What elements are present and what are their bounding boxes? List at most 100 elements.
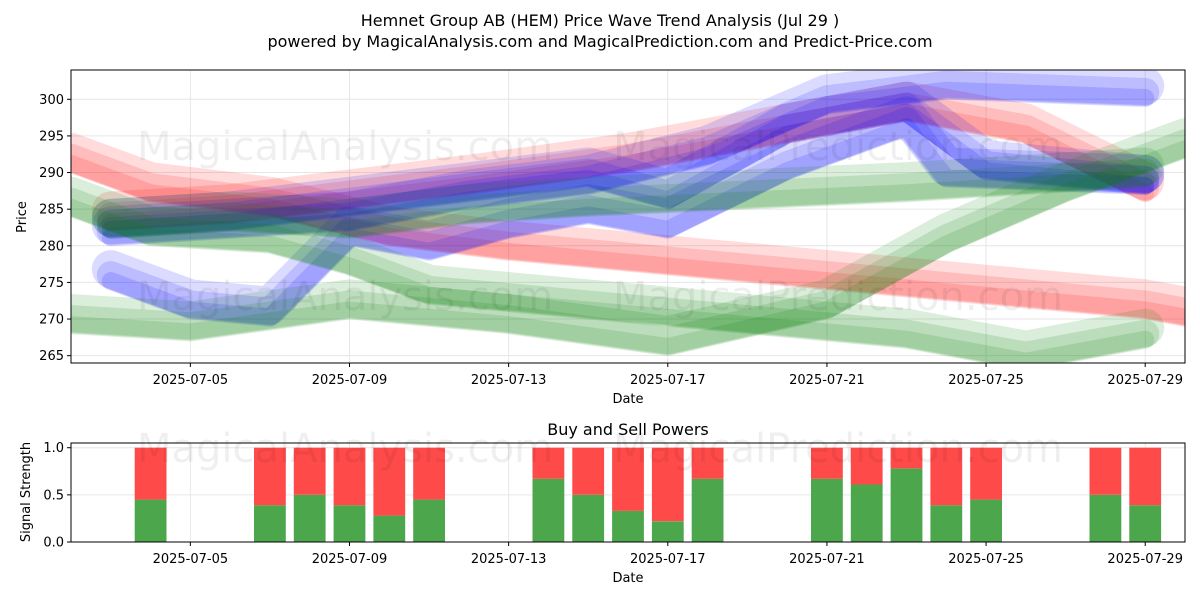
price-wave-band-0 (71, 143, 1185, 326)
buy-power-bar (691, 478, 724, 542)
watermark-prediction-bottom: MagicalPrediction.com (613, 426, 1063, 472)
signal-x-axis-label: Date (612, 571, 643, 586)
figure-subtitle: powered by MagicalAnalysis.com and Magic… (267, 32, 932, 51)
watermark-prediction-top: MagicalPrediction.com (613, 124, 1063, 170)
buy-power-bar (890, 468, 923, 542)
price-y-tick-label: 270 (39, 313, 64, 328)
price-axis-ticks: 265 270 275 280 285 290 295 300 2025-07-05 2025-0… (39, 93, 1183, 388)
price-wave-band-3 (101, 118, 1155, 327)
signal-y-axis-label: Signal Strength (19, 442, 34, 542)
price-wave-band-2 (101, 103, 1155, 239)
buy-power-bar (134, 499, 167, 542)
buy-power-bar (373, 515, 406, 542)
price-wave-band-7 (96, 158, 1160, 238)
price-wave-band-1 (101, 103, 1155, 232)
sell-power-bar (691, 447, 724, 479)
buy-power-bar (572, 494, 605, 542)
buy-power-bar (333, 505, 366, 542)
price-wave-band-7 (101, 169, 1155, 239)
price-y-tick-label: 280 (39, 239, 64, 254)
sell-power-bar (930, 447, 963, 506)
signal-x-tick-label: 2025-07-29 (1107, 552, 1183, 567)
sell-power-bar (413, 447, 445, 500)
price-x-tick-label: 2025-07-05 (153, 373, 229, 388)
watermark-analysis-mid: MagicalAnalysis.com (137, 274, 553, 320)
price-y-tick-label: 265 (39, 349, 64, 364)
buy-sell-power-chart: Buy and Sell Powers MagicalAnalysis.com … (19, 420, 1186, 586)
price-wave-band-4 (91, 70, 1165, 245)
buy-sell-title: Buy and Sell Powers (547, 420, 709, 439)
price-x-tick-label: 2025-07-29 (1107, 373, 1183, 388)
price-wave-band-1 (96, 92, 1160, 231)
price-wave-band-4 (101, 81, 1155, 247)
sell-power-bar (850, 447, 883, 485)
price-grid (71, 70, 1185, 363)
price-wave-band-6 (71, 176, 1165, 363)
buy-power-bar (612, 510, 644, 542)
price-y-tick-label: 290 (39, 166, 64, 181)
price-y-tick-label: 300 (39, 93, 64, 108)
buy-power-bar (1129, 505, 1162, 542)
price-wave-bands (71, 70, 1185, 363)
price-y-tick-label: 285 (39, 203, 64, 218)
sell-power-bar (333, 447, 366, 506)
buy-power-bar (532, 478, 565, 542)
buy-power-bar (413, 499, 445, 542)
buy-power-bar (850, 484, 883, 542)
price-y-axis-label: Price (15, 201, 30, 233)
sell-power-bar (811, 447, 843, 479)
sell-power-bar (1089, 447, 1122, 495)
buy-power-bar (811, 478, 843, 542)
price-wave-band-6 (71, 198, 1155, 363)
buy-power-bar (293, 494, 326, 542)
price-wave-band-3 (96, 107, 1160, 326)
signal-axis-ticks: 0.0 0.5 1.0 2025-07-05 2025-07-09 2025-07-13 2… (43, 441, 1183, 567)
buy-power-bar (970, 499, 1002, 542)
signal-plot-frame (70, 442, 1186, 543)
price-wave-band-1 (91, 81, 1165, 230)
price-x-tick-label: 2025-07-09 (312, 373, 388, 388)
sell-power-bar (1129, 447, 1162, 506)
price-plot-area (71, 70, 1185, 363)
price-wave-band-5 (71, 118, 1185, 354)
price-wave-band-2 (96, 92, 1160, 238)
price-wave-band-0 (71, 154, 1185, 327)
price-x-tick-label: 2025-07-21 (789, 373, 865, 388)
signal-x-tick-label: 2025-07-21 (789, 552, 865, 567)
buy-power-bar (254, 505, 286, 542)
sell-power-bar (293, 447, 326, 495)
price-y-tick-label: 275 (39, 276, 64, 291)
price-x-tick-label: 2025-07-13 (471, 373, 547, 388)
signal-x-tick-label: 2025-07-05 (153, 552, 229, 567)
signal-y-tick-label: 1.0 (43, 441, 64, 456)
signal-x-tick-label: 2025-07-17 (630, 552, 706, 567)
sell-power-bar (572, 447, 605, 495)
watermark-analysis-bottom: MagicalAnalysis.com (137, 426, 553, 472)
price-wave-band-7 (91, 147, 1165, 237)
signal-x-tick-label: 2025-07-13 (471, 552, 547, 567)
sell-power-bar (970, 447, 1002, 500)
price-wave-band-3 (91, 96, 1165, 325)
sell-power-bar (612, 447, 644, 511)
watermark-analysis-top: MagicalAnalysis.com (137, 124, 553, 170)
signal-x-tick-label: 2025-07-09 (312, 552, 388, 567)
price-x-axis-label: Date (612, 392, 643, 407)
price-wave-band-4 (96, 70, 1160, 246)
sell-power-bar (254, 447, 286, 506)
price-plot-frame (70, 69, 1186, 364)
price-wave-band-0 (71, 132, 1185, 325)
signal-x-tick-label: 2025-07-25 (948, 552, 1024, 567)
price-y-tick-label: 295 (39, 129, 64, 144)
price-wave-band-5 (71, 140, 1185, 356)
signal-y-tick-label: 0.5 (43, 488, 64, 503)
price-x-tick-label: 2025-07-17 (630, 373, 706, 388)
sell-power-bar (890, 447, 923, 469)
buy-power-bar (930, 505, 963, 542)
buy-power-bar (1089, 494, 1122, 542)
price-wave-chart: MagicalAnalysis.com MagicalPrediction.co… (15, 69, 1186, 407)
price-wave-band-6 (71, 187, 1160, 363)
sell-power-bar (373, 447, 406, 516)
figure-title: Hemnet Group AB (HEM) Price Wave Trend A… (361, 11, 839, 30)
